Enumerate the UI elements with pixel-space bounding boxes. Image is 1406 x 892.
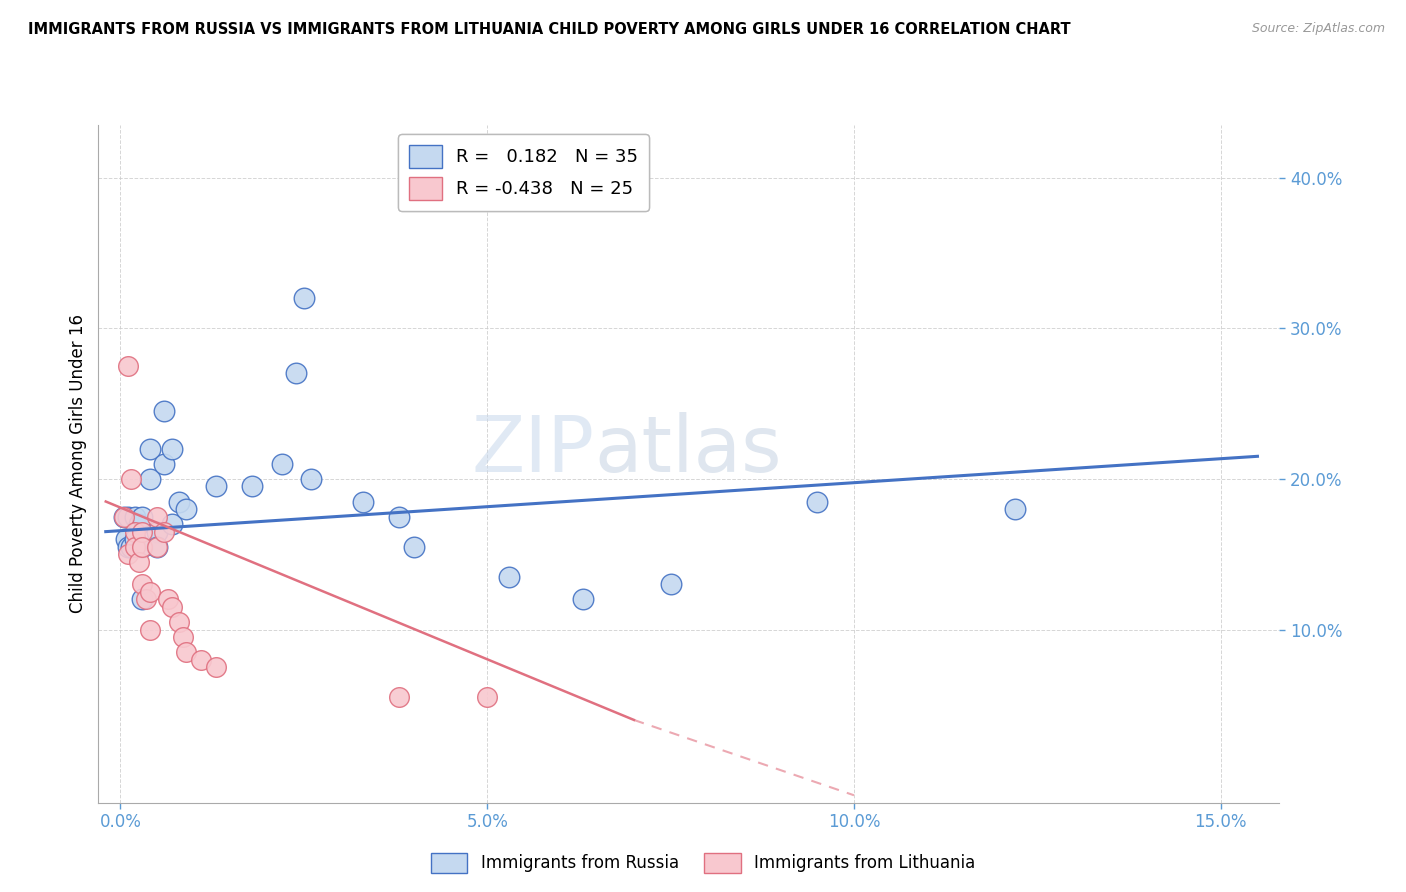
Point	[117, 509, 139, 524]
Point	[477, 690, 499, 705]
Text: Source: ZipAtlas.com: Source: ZipAtlas.com	[1251, 22, 1385, 36]
Point	[115, 532, 138, 546]
Point	[131, 540, 153, 554]
Text: atlas: atlas	[595, 412, 782, 488]
Point	[388, 690, 411, 705]
Point	[292, 291, 315, 305]
Point	[120, 540, 142, 554]
Point	[146, 524, 169, 539]
Point	[128, 555, 150, 569]
Point	[285, 367, 308, 381]
Point	[120, 472, 142, 486]
Point	[352, 494, 374, 508]
Point	[146, 540, 169, 554]
Y-axis label: Child Poverty Among Girls Under 16: Child Poverty Among Girls Under 16	[69, 314, 87, 614]
Point	[172, 630, 194, 644]
Point	[146, 540, 169, 554]
Point	[131, 592, 153, 607]
Point	[659, 577, 682, 591]
Point	[117, 359, 139, 373]
Point	[402, 540, 425, 554]
Point	[117, 540, 139, 554]
Point	[124, 524, 146, 539]
Legend: Immigrants from Russia, Immigrants from Lithuania: Immigrants from Russia, Immigrants from …	[425, 847, 981, 880]
Point	[124, 540, 146, 554]
Point	[167, 615, 190, 629]
Point	[498, 570, 520, 584]
Point	[124, 532, 146, 546]
Point	[131, 540, 153, 554]
Point	[176, 645, 198, 659]
Text: IMMIGRANTS FROM RUSSIA VS IMMIGRANTS FROM LITHUANIA CHILD POVERTY AMONG GIRLS UN: IMMIGRANTS FROM RUSSIA VS IMMIGRANTS FRO…	[28, 22, 1071, 37]
Point	[204, 660, 226, 674]
Legend: R =   0.182   N = 35, R = -0.438   N = 25: R = 0.182 N = 35, R = -0.438 N = 25	[398, 134, 650, 211]
Point	[139, 585, 162, 599]
Point	[139, 472, 162, 486]
Point	[124, 509, 146, 524]
Point	[571, 592, 593, 607]
Point	[153, 524, 176, 539]
Point	[242, 479, 264, 493]
Point	[112, 509, 135, 524]
Point	[135, 592, 157, 607]
Point	[160, 442, 183, 456]
Point	[112, 509, 135, 524]
Point	[270, 457, 292, 471]
Point	[131, 577, 153, 591]
Point	[388, 509, 411, 524]
Point	[167, 494, 190, 508]
Point	[806, 494, 828, 508]
Point	[128, 517, 150, 532]
Point	[1004, 502, 1026, 516]
Point	[190, 653, 212, 667]
Point	[131, 509, 153, 524]
Point	[146, 509, 169, 524]
Point	[160, 599, 183, 614]
Point	[139, 623, 162, 637]
Point	[117, 547, 139, 561]
Point	[131, 524, 153, 539]
Point	[153, 457, 176, 471]
Point	[176, 502, 198, 516]
Point	[153, 404, 176, 418]
Point	[139, 442, 162, 456]
Point	[299, 472, 322, 486]
Point	[157, 592, 180, 607]
Point	[160, 517, 183, 532]
Text: ZIP: ZIP	[471, 412, 595, 488]
Point	[204, 479, 226, 493]
